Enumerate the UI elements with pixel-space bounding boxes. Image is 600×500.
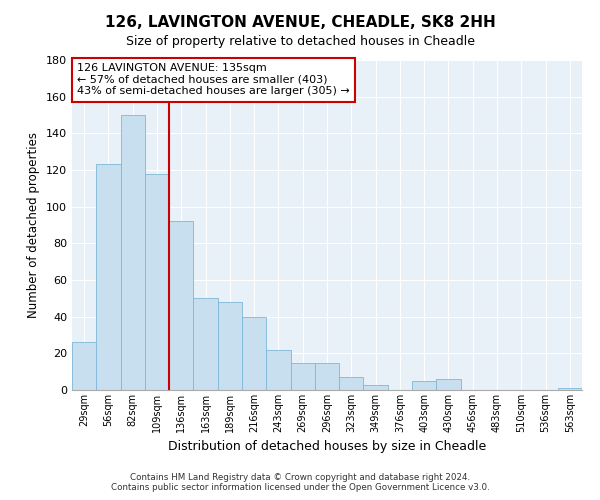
Bar <box>121 115 145 390</box>
Bar <box>339 377 364 390</box>
Text: 126 LAVINGTON AVENUE: 135sqm
← 57% of detached houses are smaller (403)
43% of s: 126 LAVINGTON AVENUE: 135sqm ← 57% of de… <box>77 64 350 96</box>
Bar <box>72 342 96 390</box>
Bar <box>412 381 436 390</box>
Bar <box>193 298 218 390</box>
Bar <box>436 379 461 390</box>
Text: Contains HM Land Registry data © Crown copyright and database right 2024.
Contai: Contains HM Land Registry data © Crown c… <box>110 473 490 492</box>
Bar <box>364 384 388 390</box>
Bar <box>145 174 169 390</box>
Bar <box>169 222 193 390</box>
Bar <box>242 316 266 390</box>
Bar <box>315 362 339 390</box>
Bar <box>218 302 242 390</box>
Text: Size of property relative to detached houses in Cheadle: Size of property relative to detached ho… <box>125 35 475 48</box>
X-axis label: Distribution of detached houses by size in Cheadle: Distribution of detached houses by size … <box>168 440 486 454</box>
Bar <box>558 388 582 390</box>
Text: 126, LAVINGTON AVENUE, CHEADLE, SK8 2HH: 126, LAVINGTON AVENUE, CHEADLE, SK8 2HH <box>104 15 496 30</box>
Y-axis label: Number of detached properties: Number of detached properties <box>28 132 40 318</box>
Bar <box>96 164 121 390</box>
Bar <box>290 362 315 390</box>
Bar <box>266 350 290 390</box>
